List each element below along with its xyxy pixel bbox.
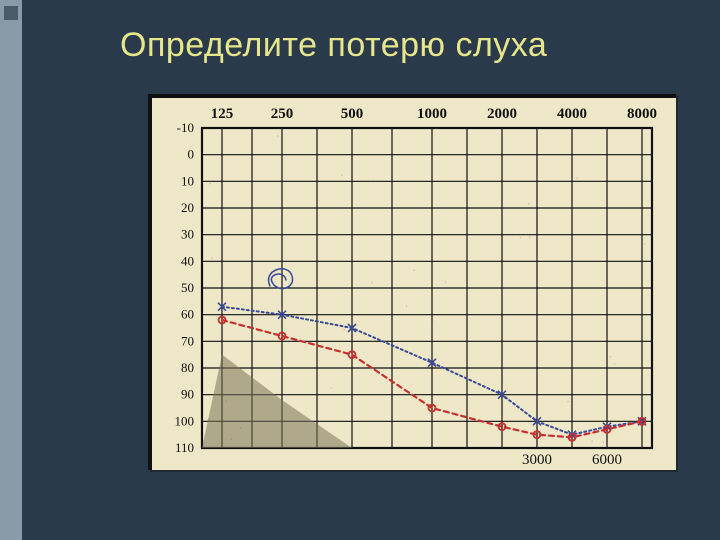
svg-text:250: 250 (271, 106, 294, 122)
corner-square-icon (4, 6, 18, 20)
svg-text:50: 50 (181, 280, 194, 295)
svg-text:3000: 3000 (522, 452, 552, 468)
svg-text:0: 0 (188, 147, 195, 162)
svg-text:90: 90 (181, 387, 194, 402)
svg-text:2000: 2000 (487, 106, 517, 122)
slide: Определите потерю слуха -10 0 10 20 30 40 50 60… (0, 0, 720, 540)
svg-text:80: 80 (181, 360, 194, 375)
slide-title: Определите потерю слуха (120, 26, 547, 65)
svg-text:6000: 6000 (592, 452, 622, 468)
svg-text:-10: -10 (177, 120, 194, 135)
svg-text:100: 100 (175, 413, 195, 428)
svg-text:1000: 1000 (417, 106, 447, 122)
svg-text:70: 70 (181, 333, 194, 348)
svg-text:125: 125 (211, 106, 234, 122)
chart-svg: -10 0 10 20 30 40 50 60 70 80 90 100 110 125 250 500 100… (152, 98, 676, 470)
svg-text:20: 20 (181, 200, 194, 215)
audiogram-chart: -10 0 10 20 30 40 50 60 70 80 90 100 110 125 250 500 100… (148, 94, 676, 470)
svg-text:30: 30 (181, 227, 194, 242)
svg-text:40: 40 (181, 253, 194, 268)
svg-text:8000: 8000 (627, 106, 657, 122)
slide-sidebar (0, 0, 22, 540)
svg-text:10: 10 (181, 173, 194, 188)
svg-text:110: 110 (175, 440, 194, 455)
svg-text:60: 60 (181, 307, 194, 322)
svg-text:500: 500 (341, 106, 364, 122)
svg-text:4000: 4000 (557, 106, 587, 122)
